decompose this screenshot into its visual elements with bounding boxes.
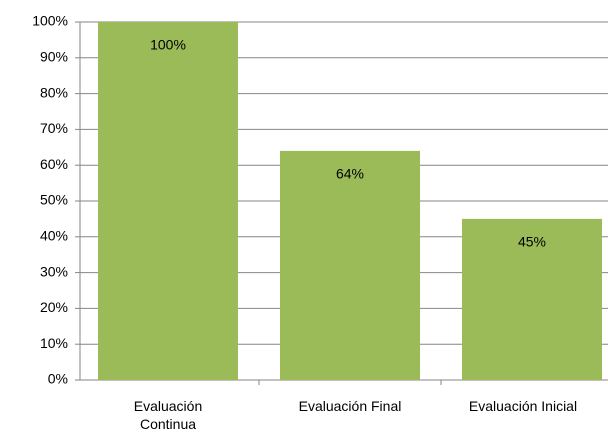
y-tick-label: 100% bbox=[32, 13, 68, 29]
value-label: 64% bbox=[336, 166, 364, 182]
y-tick-label: 0% bbox=[48, 371, 68, 387]
y-tick-label: 20% bbox=[40, 299, 68, 315]
bar bbox=[98, 22, 238, 380]
x-tick-label: Evaluación Final bbox=[298, 398, 402, 414]
y-tick-label: 50% bbox=[40, 192, 68, 208]
y-tick-label: 60% bbox=[40, 156, 68, 172]
x-tick-label: Evaluación Continua bbox=[133, 398, 203, 432]
bar bbox=[462, 218, 602, 380]
y-tick-label: 90% bbox=[40, 49, 68, 65]
y-tick-label: 30% bbox=[40, 263, 68, 279]
y-tick-label: 70% bbox=[40, 120, 68, 136]
y-tick-label: 80% bbox=[40, 84, 68, 100]
bar bbox=[280, 150, 420, 380]
value-label: 100% bbox=[150, 37, 186, 53]
x-tick-label: Evaluación Inicial bbox=[468, 398, 578, 414]
y-tick-label: 10% bbox=[40, 335, 68, 351]
value-label: 45% bbox=[518, 234, 546, 250]
y-tick-label: 40% bbox=[40, 228, 68, 244]
